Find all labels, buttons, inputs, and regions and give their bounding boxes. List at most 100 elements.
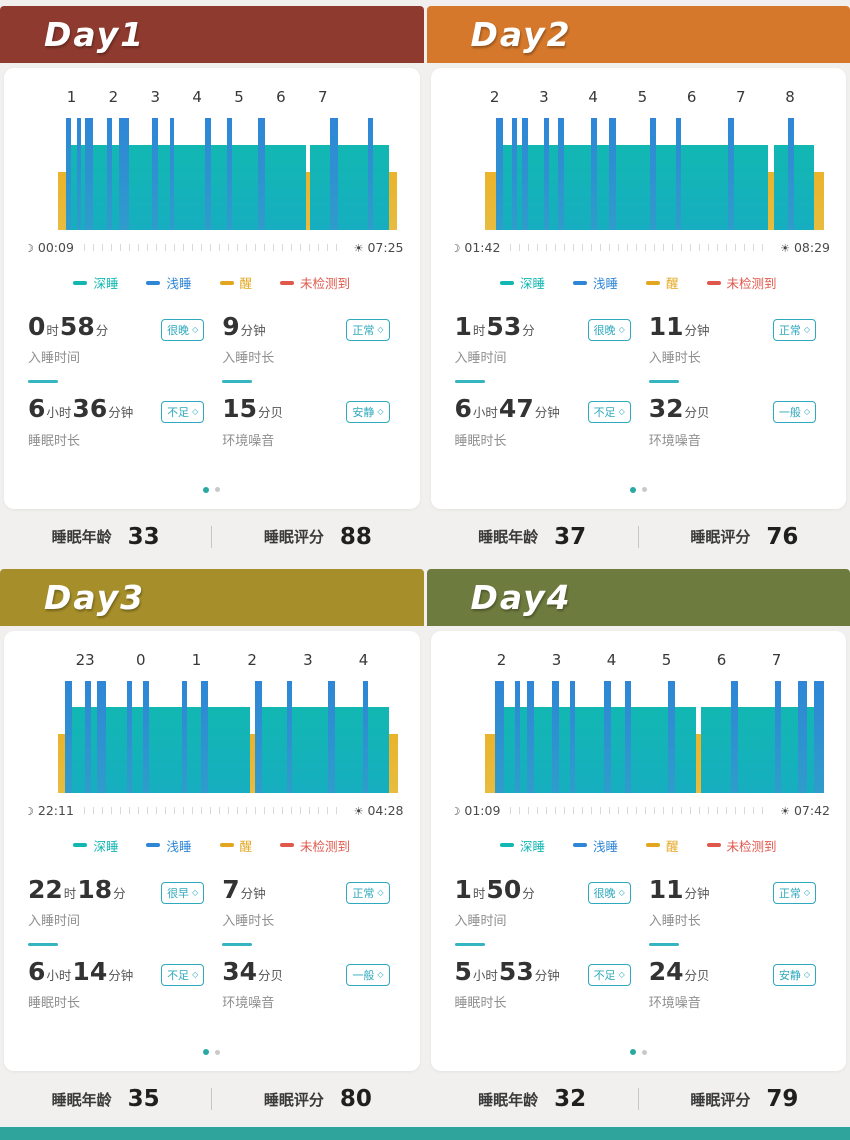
page-dot[interactable] [215, 1049, 221, 1055]
wake-time: ☀ 04:28 [350, 803, 404, 818]
hour-tick-label: 1 [191, 650, 202, 669]
stat-rating-badge[interactable]: 很晚 ◇ [587, 319, 631, 341]
stat-rating-badge[interactable]: 不足 ◇ [587, 963, 631, 986]
page-dot-active[interactable] [629, 486, 636, 493]
sleep-score-label: 睡眠评分 [263, 1090, 324, 1109]
stat-rating-badge[interactable]: 很晚 ◇ [587, 881, 631, 904]
light-sleep-bar [65, 118, 71, 230]
stat-rating-badge[interactable]: 一般 ◇ [772, 401, 816, 424]
legend-item-awake: 醒 [219, 273, 252, 292]
sleep-score-value: 76 [766, 523, 799, 550]
hour-tick-label: 3 [539, 88, 549, 106]
hour-tick-label: 7 [736, 88, 746, 106]
legend-label: 浅睡 [592, 838, 618, 854]
stat-rating-badge[interactable]: 正常 ◇ [772, 319, 816, 341]
page-dot-active[interactable] [629, 1049, 636, 1055]
page-indicator[interactable] [445, 1033, 833, 1063]
day-footer: 睡眠年龄 37 睡眠评分 76 [427, 509, 850, 565]
deep-sleep-bar [81, 144, 85, 230]
light-sleep-bar [119, 118, 130, 230]
light-sleep-bar [495, 680, 504, 793]
deep-sleep-bar [261, 707, 287, 793]
stat-value: 0时58分 [28, 312, 109, 341]
stat-value: 32分贝 [648, 394, 710, 424]
deep-sleep-bar [158, 144, 170, 230]
stat-rating-badge[interactable]: 不足 ◇ [161, 401, 205, 424]
light-sleep-bar [106, 118, 112, 230]
stat-value: 11分钟 [648, 874, 710, 904]
deep-sleep-bar [368, 707, 390, 793]
legend-label: 未检测到 [726, 838, 777, 854]
page-indicator[interactable] [445, 471, 833, 501]
page-dot[interactable] [215, 487, 221, 492]
stat-rating-badge[interactable]: 安静 ◇ [346, 401, 390, 424]
stat-rating-badge[interactable]: 正常 ◇ [346, 881, 390, 904]
wake-time: ☀ 08:29 [776, 240, 830, 255]
sleep-score-label: 睡眠评分 [690, 1090, 751, 1109]
deep-sleep-bar [334, 707, 364, 793]
stat-入睡时长: 9分钟 入睡时长 正常 ◇ [222, 313, 401, 366]
hour-tick-label: 0 [136, 650, 146, 669]
page-dot-active[interactable] [203, 486, 210, 493]
sleep-score-metric: 睡眠评分 79 [639, 1086, 850, 1112]
sleep-score-label: 睡眠评分 [263, 528, 324, 546]
sleep-age-value: 35 [127, 1086, 160, 1112]
stat-环境噪音: 32分贝 环境噪音 一般 ◇ [648, 380, 828, 449]
sleep-score-metric: 睡眠评分 80 [212, 1086, 423, 1112]
stat-rating-badge[interactable]: 正常 ◇ [346, 319, 390, 341]
stat-rating-badge[interactable]: 安静 ◇ [772, 963, 816, 986]
sun-icon: ☀ [780, 804, 790, 818]
light-sleep-bar [551, 680, 559, 793]
stat-rating-badge[interactable]: 正常 ◇ [772, 881, 816, 904]
deep-sleep-swatch [499, 843, 514, 847]
legend-label: 醒 [666, 276, 679, 291]
page-dot[interactable] [641, 1049, 647, 1055]
deep-sleep-swatch [499, 280, 514, 285]
stat-rating-badge[interactable]: 一般 ◇ [346, 963, 390, 986]
sun-icon: ☀ [353, 242, 364, 255]
stat-rating-badge[interactable]: 很晚 ◇ [161, 319, 205, 341]
deep-sleep-bar [264, 144, 306, 230]
deep-sleep-bar [520, 707, 528, 793]
legend-label: 深睡 [519, 838, 545, 854]
deep-sleep-bar [655, 144, 676, 230]
sleep-age-label: 睡眠年龄 [478, 1090, 539, 1109]
sleep-score-label: 睡眠评分 [690, 528, 751, 546]
light-sleep-bar [227, 118, 232, 230]
moon-icon: ☽ [24, 242, 34, 255]
hour-tick-label: 4 [358, 650, 369, 669]
day-footer: 睡眠年龄 33 睡眠评分 88 [0, 509, 424, 565]
legend-item-not-detected: 未检测到 [280, 836, 350, 855]
hour-tick-label: 5 [661, 650, 672, 669]
light-sleep-bar [609, 118, 616, 230]
day-header: Day2 [426, 6, 850, 63]
page-indicator[interactable] [18, 1033, 406, 1063]
stat-rating-badge[interactable]: 不足 ◇ [587, 401, 631, 424]
deep-sleep-bar [174, 144, 205, 230]
wake-time: ☀ 07:25 [350, 240, 404, 255]
day-header: Day1 [0, 6, 424, 63]
legend-label: 未检测到 [300, 838, 351, 854]
deep-sleep-bar [291, 707, 328, 793]
light-sleep-bar [521, 118, 529, 230]
legend-item-not-detected: 未检测到 [280, 273, 350, 292]
stat-入睡时长: 11分钟 入睡时长 正常 ◇ [648, 874, 828, 929]
stat-环境噪音: 34分贝 环境噪音 一般 ◇ [222, 942, 401, 1011]
hour-tick-label: 7 [318, 88, 328, 106]
stat-label: 入睡时间 [28, 351, 81, 367]
day-header: Day4 [426, 568, 850, 626]
deep-sleep-bar [372, 144, 389, 230]
page-dot[interactable] [641, 487, 647, 492]
light-sleep-bar [625, 680, 631, 793]
light-sleep-bar [204, 118, 212, 230]
stat-label: 入睡时间 [454, 913, 507, 929]
stat-rating-badge[interactable]: 很早 ◇ [161, 881, 205, 904]
stat-rating-badge[interactable]: 不足 ◇ [161, 963, 205, 986]
hour-tick-label: 3 [303, 650, 313, 669]
page-indicator[interactable] [18, 471, 406, 501]
legend-label: 醒 [239, 838, 253, 854]
page-dot-active[interactable] [203, 1049, 210, 1055]
awake-swatch [219, 280, 234, 285]
